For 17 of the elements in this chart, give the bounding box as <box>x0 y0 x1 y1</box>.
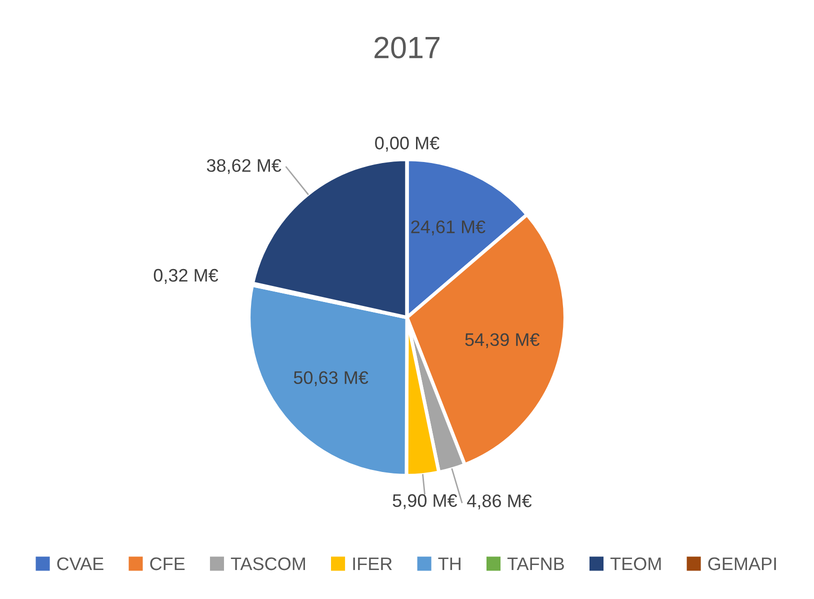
legend-label: TEOM <box>610 557 661 570</box>
data-label: 0,32 M€ <box>154 268 218 284</box>
legend-label: GEMAPI <box>708 557 776 570</box>
legend-label: TASCOM <box>230 557 305 570</box>
legend-label: CVAE <box>57 557 104 570</box>
legend-label: IFER <box>353 558 392 570</box>
data-label: 5,90 M€ <box>392 494 458 510</box>
data-label: 50,63 M€ <box>294 371 368 386</box>
data-label: 54,39 M€ <box>465 333 540 348</box>
data-label: 4,86 M€ <box>467 494 532 510</box>
legend-label: CFE <box>150 557 185 570</box>
text: 0,00 M€ <box>375 136 440 152</box>
data-label: 24,61 M€ <box>411 220 486 236</box>
data-label: 38,62 M€ <box>206 159 282 174</box>
legend-label: TAFNB <box>507 558 564 570</box>
chart-title: 2017 <box>374 36 440 58</box>
legend-label: TH <box>438 558 460 570</box>
